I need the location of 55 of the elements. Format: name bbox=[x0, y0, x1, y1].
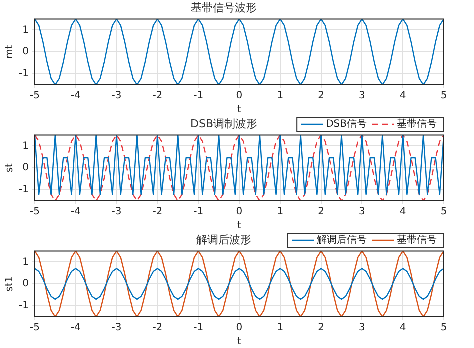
y-tick-label: 1 bbox=[22, 256, 29, 268]
x-tick-label: -3 bbox=[112, 206, 122, 218]
y-axis-title: st bbox=[4, 163, 16, 173]
x-tick-label: -5 bbox=[30, 90, 40, 102]
x-tick-label: -3 bbox=[112, 90, 122, 102]
y-tick-label: 0 bbox=[22, 162, 29, 174]
y-tick-label: 1 bbox=[22, 140, 29, 152]
x-axis-title: t bbox=[238, 336, 242, 348]
y-tick-label: 0 bbox=[22, 278, 29, 290]
x-tick-label: -2 bbox=[152, 90, 163, 102]
x-tick-label: 2 bbox=[318, 90, 324, 102]
chart-title: 基带信号波形 bbox=[191, 1, 257, 14]
x-tick-label: -1 bbox=[194, 90, 204, 102]
chart-title: 解调后波形 bbox=[196, 233, 252, 246]
legend-label: 解调后信号 bbox=[317, 234, 367, 246]
chart-title: DSB调制波形 bbox=[190, 117, 258, 130]
y-tick-label: -1 bbox=[18, 68, 29, 80]
x-axis-title: t bbox=[238, 220, 242, 232]
y-axis-title: mt bbox=[4, 45, 16, 59]
x-tick-label: 3 bbox=[359, 206, 366, 218]
x-tick-label: 1 bbox=[277, 90, 284, 102]
x-tick-label: 1 bbox=[277, 322, 284, 334]
x-tick-label: 5 bbox=[440, 206, 448, 218]
y-tick-label: -1 bbox=[18, 184, 29, 196]
x-tick-label: -1 bbox=[194, 206, 204, 218]
legend-label: 基带信号 bbox=[397, 118, 437, 130]
x-axis-title: t bbox=[238, 104, 242, 116]
x-tick-label: 2 bbox=[318, 206, 324, 218]
x-tick-label: -4 bbox=[70, 90, 81, 102]
y-tick-label: 1 bbox=[22, 24, 29, 36]
x-tick-label: 4 bbox=[400, 90, 406, 102]
x-tick-label: -3 bbox=[112, 322, 122, 334]
y-tick-label: 0 bbox=[22, 46, 29, 58]
legend-label: 基带信号 bbox=[397, 234, 437, 246]
x-tick-label: 0 bbox=[236, 322, 243, 334]
x-tick-label: 3 bbox=[359, 322, 366, 334]
x-tick-label: 2 bbox=[318, 322, 324, 334]
y-tick-label: -1 bbox=[18, 300, 29, 312]
x-tick-label: -4 bbox=[70, 206, 81, 218]
x-tick-label: 3 bbox=[359, 90, 366, 102]
x-tick-label: 4 bbox=[400, 322, 406, 334]
legend-label: DSB信号 bbox=[326, 118, 368, 130]
y-axis-title: st1 bbox=[4, 276, 16, 292]
x-tick-label: 1 bbox=[277, 206, 284, 218]
x-tick-label: -4 bbox=[70, 322, 81, 334]
x-tick-label: -2 bbox=[152, 206, 163, 218]
x-tick-label: -2 bbox=[152, 322, 163, 334]
x-tick-label: -5 bbox=[30, 206, 40, 218]
x-tick-label: -5 bbox=[30, 322, 40, 334]
x-tick-label: 0 bbox=[236, 206, 243, 218]
x-tick-label: 5 bbox=[440, 322, 448, 334]
x-tick-label: 0 bbox=[236, 90, 243, 102]
x-tick-label: 5 bbox=[440, 90, 448, 102]
x-tick-label: 4 bbox=[400, 206, 406, 218]
x-tick-label: -1 bbox=[194, 322, 204, 334]
